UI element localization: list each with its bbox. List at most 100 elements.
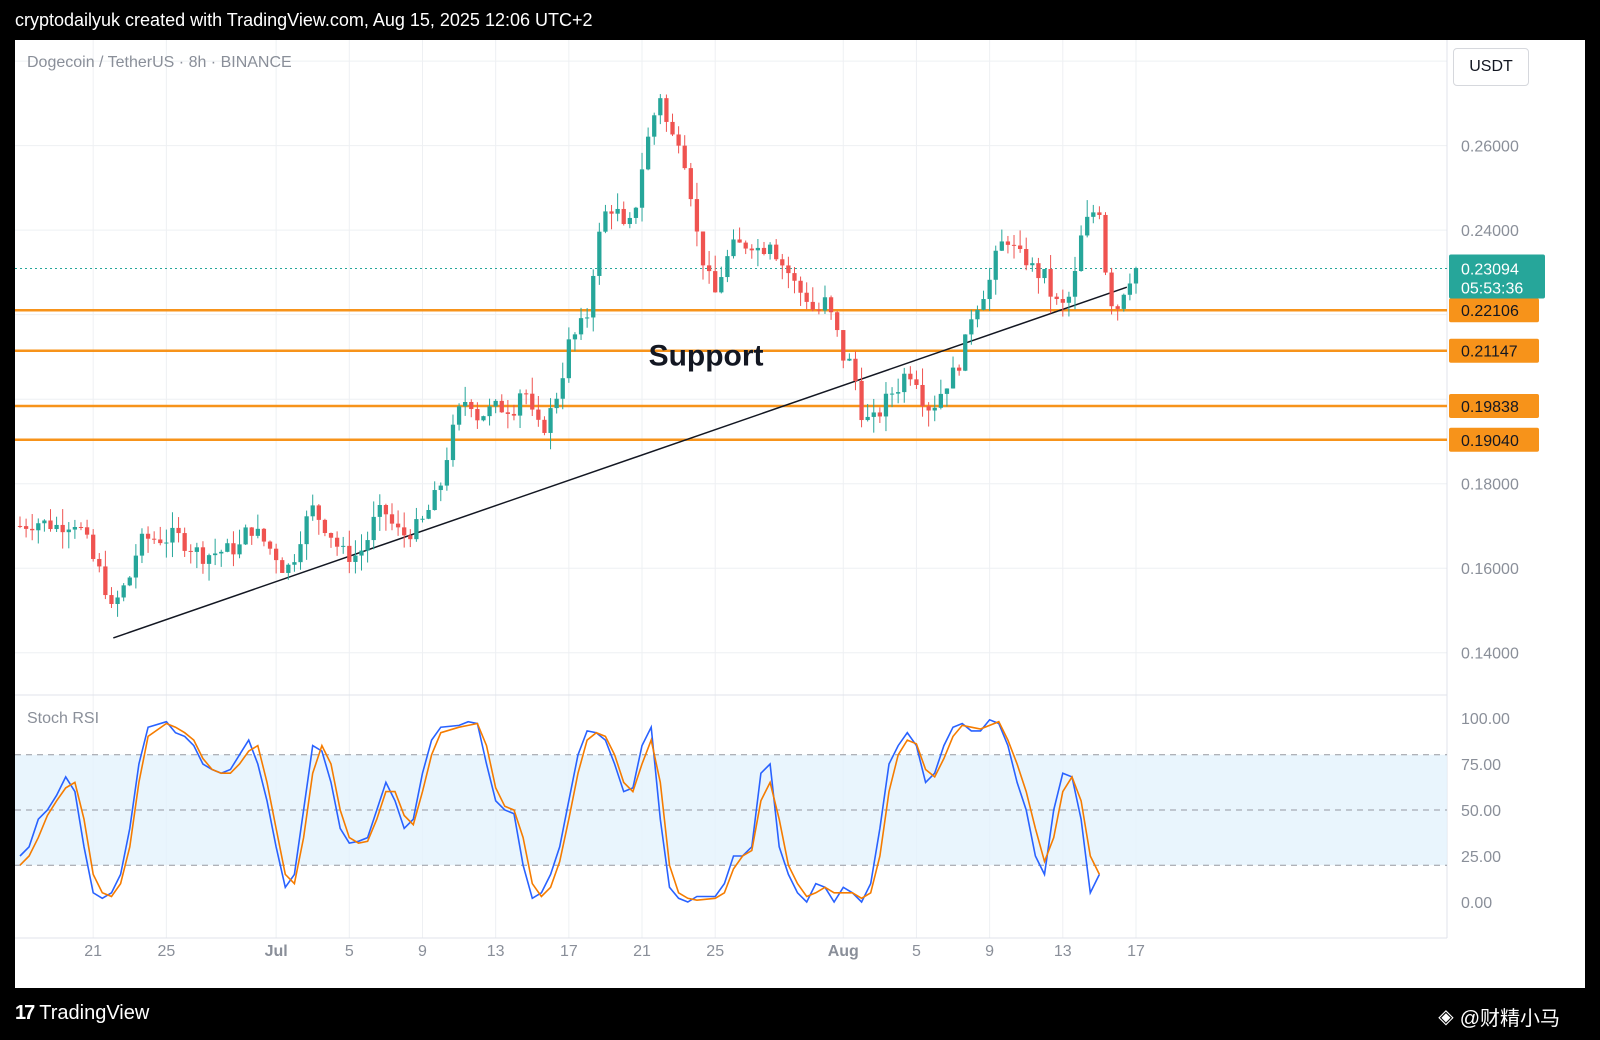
candle-body <box>664 98 669 122</box>
candle-body <box>347 545 352 562</box>
candle <box>121 583 126 602</box>
candle <box>280 557 285 573</box>
candle-body <box>1133 268 1139 284</box>
candle <box>658 94 663 125</box>
time-tick-label: 9 <box>985 943 994 960</box>
candle <box>420 515 425 523</box>
candle <box>591 269 596 332</box>
candle <box>1103 212 1108 276</box>
candle-body <box>1005 241 1011 245</box>
candle-body <box>328 533 334 538</box>
candle-body <box>902 373 907 393</box>
candle <box>792 267 797 294</box>
candle-body <box>23 526 29 529</box>
stoch-rsi-legend[interactable]: Stoch RSI <box>27 710 100 727</box>
candle <box>517 389 523 428</box>
candle-body <box>810 301 815 310</box>
candle <box>261 527 267 547</box>
candle <box>627 212 632 229</box>
candle-body <box>243 527 248 545</box>
candle <box>621 201 626 226</box>
candle-body <box>91 534 96 559</box>
candle-body <box>889 393 895 395</box>
candle-body <box>658 98 663 116</box>
candle-body <box>926 406 931 411</box>
candle <box>615 193 620 222</box>
candle <box>530 377 535 417</box>
candle-body <box>517 393 523 416</box>
bottom-bar: 17 TradingView ◈ @财精小马 <box>0 988 1600 1040</box>
candle <box>97 553 102 573</box>
attribution-text: cryptodailyuk created with TradingView.c… <box>15 10 593 30</box>
candle-body <box>493 400 498 407</box>
candle-body <box>975 309 980 320</box>
price-tick-label: 0.14000 <box>1461 646 1519 663</box>
candle <box>231 531 236 567</box>
candle-body <box>725 256 730 278</box>
level-label-box <box>1449 394 1539 419</box>
candle <box>450 414 456 467</box>
candle <box>987 267 992 311</box>
candle-body <box>1115 306 1120 309</box>
tradingview-logo[interactable]: 17 TradingView <box>15 1002 149 1025</box>
candle <box>310 494 315 521</box>
candle-body <box>194 547 199 552</box>
candle <box>865 403 870 422</box>
candle <box>554 392 559 414</box>
candle <box>664 94 669 132</box>
binance-logo-icon: ◈ <box>1438 1006 1454 1028</box>
candle-body <box>267 541 273 549</box>
candle-body <box>365 540 370 551</box>
candle <box>322 518 328 537</box>
time-tick-label: 21 <box>633 943 651 960</box>
candle <box>926 402 931 427</box>
symbol-legend[interactable]: Dogecoin / TetherUS · 8h · BINANCE <box>27 54 292 71</box>
candle-body <box>950 367 956 389</box>
candle-body <box>1036 263 1041 279</box>
candle-body <box>109 595 114 604</box>
candle-body <box>591 275 596 318</box>
candle-body <box>786 265 791 274</box>
candle-body <box>298 544 303 563</box>
level-label: 0.19838 <box>1461 399 1519 416</box>
candle <box>1121 293 1126 312</box>
candle-body <box>310 505 315 517</box>
chart-canvas[interactable]: 0.280000.260000.240000.180000.160000.140… <box>15 40 1585 988</box>
chart-frame[interactable]: 0.280000.260000.240000.180000.160000.140… <box>15 40 1585 988</box>
candle-body <box>755 247 761 251</box>
candle-body <box>54 524 59 530</box>
candle <box>182 527 187 557</box>
watermark-text: @财精小马 <box>1459 1008 1560 1030</box>
candle-body <box>176 527 181 534</box>
time-tick-label: 5 <box>345 943 354 960</box>
candle-body <box>1066 296 1072 303</box>
candle <box>835 311 840 337</box>
candle <box>286 563 291 580</box>
candle-body <box>639 169 645 208</box>
candle-body <box>280 560 285 573</box>
candle-body <box>877 412 882 417</box>
candle <box>774 239 779 261</box>
candle <box>1005 235 1011 254</box>
candle-body <box>524 393 529 395</box>
candle <box>176 517 181 543</box>
candle-body <box>1121 294 1126 309</box>
candle <box>603 204 608 234</box>
time-tick-label: 9 <box>418 943 427 960</box>
time-tick-label: Jul <box>265 943 288 960</box>
currency-selector[interactable]: USDT <box>1453 48 1529 86</box>
candle <box>72 519 78 539</box>
candle-body <box>987 279 992 300</box>
stoch-k-line <box>19 718 1101 904</box>
candle-body <box>688 168 693 200</box>
candle <box>670 113 675 137</box>
candle <box>560 362 565 410</box>
candle <box>158 526 163 546</box>
candle-body <box>993 250 998 280</box>
stoch-tick-label: 25.00 <box>1461 849 1501 866</box>
candle <box>944 388 950 407</box>
tradingview-logo-icon: 17 <box>15 1002 35 1024</box>
candle-body <box>115 597 120 604</box>
candle <box>853 351 858 391</box>
candle-body <box>444 460 450 486</box>
